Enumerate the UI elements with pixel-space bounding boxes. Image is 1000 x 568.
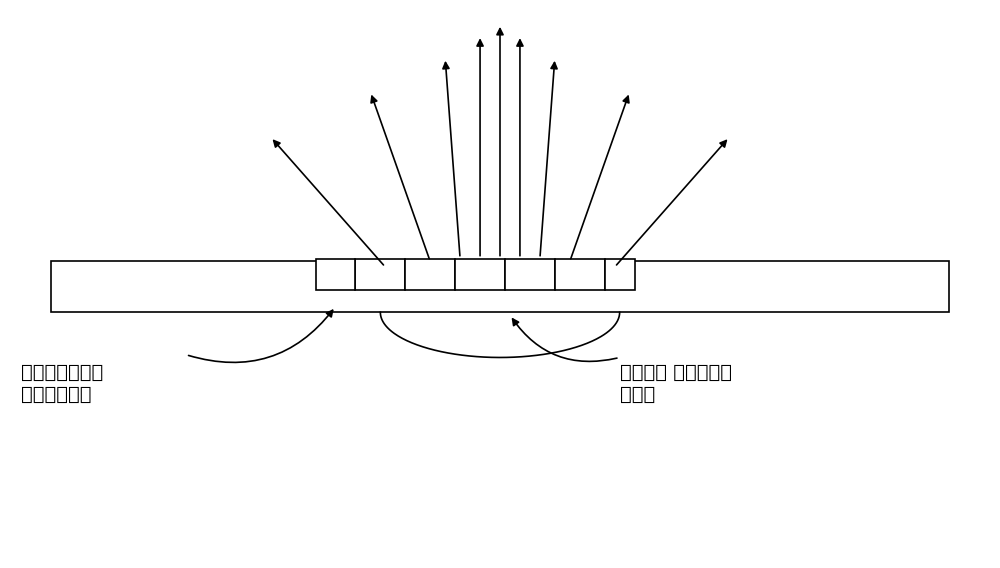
Bar — [605, 258, 635, 290]
Bar — [405, 258, 455, 290]
Bar — [555, 258, 605, 290]
Bar — [51, 261, 949, 312]
Bar — [316, 258, 355, 290]
Text: 中心区域 热量集中、
不均匀: 中心区域 热量集中、 不均匀 — [620, 363, 732, 404]
Text: 发光二极管间隙
小，阻碍出光: 发光二极管间隙 小，阻碍出光 — [21, 363, 104, 404]
Bar — [455, 258, 505, 290]
Bar — [505, 258, 555, 290]
Bar — [355, 258, 405, 290]
